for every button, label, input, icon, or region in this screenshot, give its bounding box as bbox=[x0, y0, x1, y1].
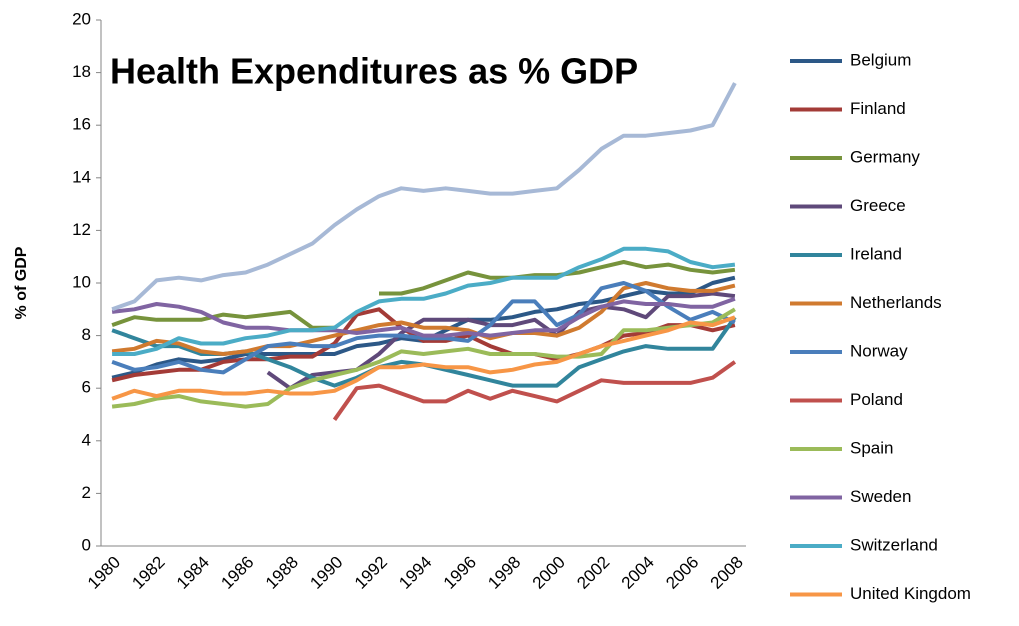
x-tick-label: 1990 bbox=[306, 553, 346, 593]
series-line bbox=[111, 281, 736, 375]
x-tick-label: 1992 bbox=[351, 553, 391, 593]
legend-label: Switzerland bbox=[850, 535, 938, 554]
x-tick-label: 1984 bbox=[173, 553, 213, 593]
series-line bbox=[111, 296, 736, 338]
x-tick-label: 2000 bbox=[529, 553, 569, 593]
y-tick-label: 12 bbox=[72, 220, 91, 239]
x-tick-label: 1996 bbox=[440, 553, 480, 593]
y-tick-label: 16 bbox=[72, 115, 91, 134]
x-tick-label: 1998 bbox=[484, 553, 524, 593]
x-tick-label: 2004 bbox=[618, 553, 658, 593]
x-tick-label: 2006 bbox=[662, 553, 702, 593]
y-tick-label: 4 bbox=[82, 430, 91, 449]
legend-label: Ireland bbox=[850, 244, 902, 263]
series-line bbox=[111, 315, 736, 401]
series-line bbox=[332, 360, 737, 421]
legend-label: Sweden bbox=[850, 487, 911, 506]
series-line bbox=[111, 307, 736, 409]
y-tick-label: 8 bbox=[82, 325, 91, 344]
series-line bbox=[111, 82, 737, 312]
y-tick-label: 14 bbox=[72, 167, 91, 186]
x-tick-label: 1982 bbox=[128, 553, 168, 593]
series-line bbox=[111, 307, 736, 383]
legend-label: Greece bbox=[850, 196, 906, 215]
x-tick-label: 1986 bbox=[217, 553, 257, 593]
legend-label: Belgium bbox=[850, 50, 911, 69]
y-tick-label: 10 bbox=[72, 272, 91, 291]
legend-label: Spain bbox=[850, 438, 893, 457]
y-tick-label: 6 bbox=[82, 378, 91, 397]
x-tick-label: 1980 bbox=[84, 553, 124, 593]
series-line bbox=[112, 246, 736, 356]
legend-label: Poland bbox=[850, 390, 903, 409]
chart-title: Health Expenditures as % GDP bbox=[110, 51, 638, 92]
y-tick-label: 18 bbox=[72, 62, 91, 81]
x-tick-label: 1988 bbox=[262, 553, 302, 593]
legend-label: Netherlands bbox=[850, 293, 942, 312]
y-tick-label: 0 bbox=[82, 535, 91, 554]
x-tick-label: 2008 bbox=[707, 553, 747, 593]
y-axis-label: % of GDP bbox=[13, 246, 30, 319]
legend-label: Norway bbox=[850, 341, 908, 360]
y-tick-label: 2 bbox=[82, 483, 91, 502]
x-tick-label: 2002 bbox=[573, 553, 613, 593]
legend-label: United Kingdom bbox=[850, 584, 971, 603]
legend-label: Germany bbox=[850, 147, 920, 166]
y-tick-label: 20 bbox=[72, 9, 91, 28]
x-tick-label: 1994 bbox=[395, 553, 435, 593]
legend-label: Finland bbox=[850, 99, 906, 118]
series-line bbox=[111, 260, 736, 330]
